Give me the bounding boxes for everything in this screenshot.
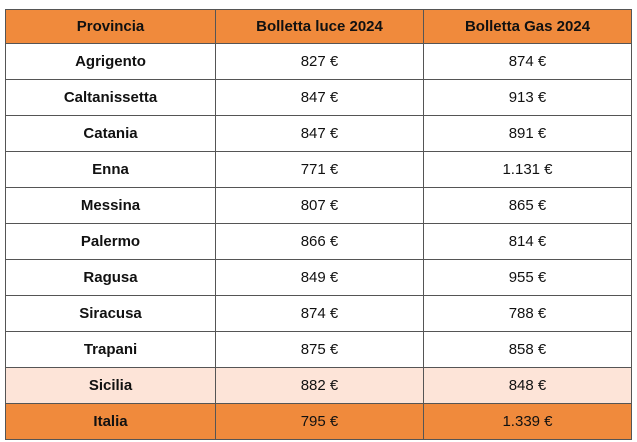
cell-luce: 827 €: [215, 43, 424, 80]
table-row: Trapani 875 € 858 €: [5, 331, 632, 368]
cell-gas: 874 €: [423, 43, 632, 80]
header-row: Provincia Bolletta luce 2024 Bolletta Ga…: [5, 9, 632, 44]
cell-gas: 865 €: [423, 187, 632, 224]
cell-gas: 891 €: [423, 115, 632, 152]
cell-provincia: Agrigento: [5, 43, 216, 80]
cell-luce: 795 €: [215, 403, 424, 440]
cell-gas: 848 €: [423, 367, 632, 404]
cell-provincia: Caltanissetta: [5, 79, 216, 116]
cell-gas: 814 €: [423, 223, 632, 260]
bills-table: Provincia Bolletta luce 2024 Bolletta Ga…: [5, 9, 632, 440]
cell-gas: 955 €: [423, 259, 632, 296]
table-body: Agrigento 827 € 874 € Caltanissetta 847 …: [5, 43, 632, 440]
cell-provincia: Catania: [5, 115, 216, 152]
cell-gas: 913 €: [423, 79, 632, 116]
cell-luce: 882 €: [215, 367, 424, 404]
cell-provincia: Palermo: [5, 223, 216, 260]
cell-provincia: Sicilia: [5, 367, 216, 404]
table-row: Messina 807 € 865 €: [5, 187, 632, 224]
cell-gas: 858 €: [423, 331, 632, 368]
table-row: Enna 771 € 1.131 €: [5, 151, 632, 188]
table-row: Catania 847 € 891 €: [5, 115, 632, 152]
cell-gas: 1.339 €: [423, 403, 632, 440]
cell-provincia: Ragusa: [5, 259, 216, 296]
header-provincia: Provincia: [5, 9, 216, 44]
cell-luce: 847 €: [215, 79, 424, 116]
table-row: Siracusa 874 € 788 €: [5, 295, 632, 332]
table-row: Caltanissetta 847 € 913 €: [5, 79, 632, 116]
cell-gas: 788 €: [423, 295, 632, 332]
header-bolletta-luce: Bolletta luce 2024: [215, 9, 424, 44]
cell-luce: 866 €: [215, 223, 424, 260]
cell-provincia: Trapani: [5, 331, 216, 368]
cell-provincia: Messina: [5, 187, 216, 224]
cell-provincia: Siracusa: [5, 295, 216, 332]
cell-gas: 1.131 €: [423, 151, 632, 188]
header-bolletta-gas: Bolletta Gas 2024: [423, 9, 632, 44]
cell-luce: 807 €: [215, 187, 424, 224]
cell-luce: 875 €: [215, 331, 424, 368]
cell-luce: 847 €: [215, 115, 424, 152]
table-row: Palermo 866 € 814 €: [5, 223, 632, 260]
table-row: Ragusa 849 € 955 €: [5, 259, 632, 296]
cell-luce: 771 €: [215, 151, 424, 188]
cell-luce: 849 €: [215, 259, 424, 296]
cell-luce: 874 €: [215, 295, 424, 332]
table-row-national: Italia 795 € 1.339 €: [5, 403, 632, 440]
table-row-region: Sicilia 882 € 848 €: [5, 367, 632, 404]
cell-provincia: Italia: [5, 403, 216, 440]
table-row: Agrigento 827 € 874 €: [5, 43, 632, 80]
cell-provincia: Enna: [5, 151, 216, 188]
table-header: Provincia Bolletta luce 2024 Bolletta Ga…: [5, 9, 632, 44]
